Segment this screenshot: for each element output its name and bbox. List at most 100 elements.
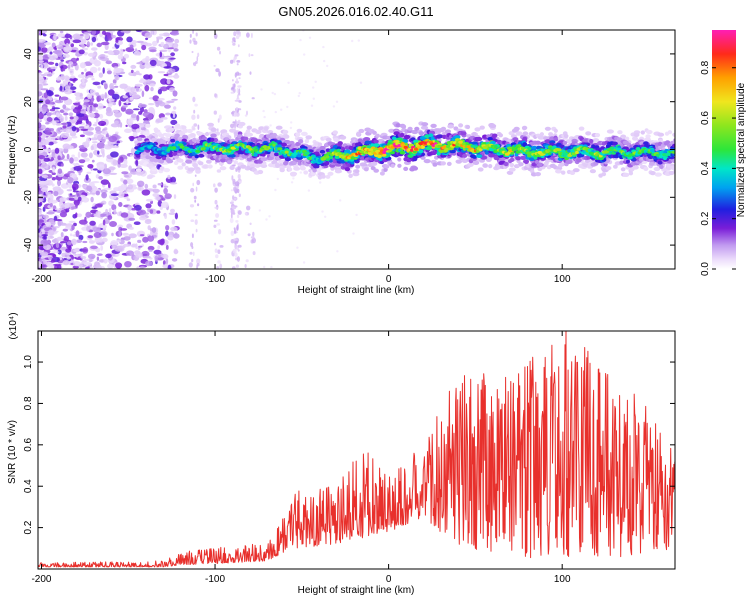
spectrogram-cell	[111, 204, 117, 211]
spectrogram-cell	[336, 250, 339, 253]
spectrogram-cell	[149, 49, 157, 53]
spectrogram-cell	[57, 249, 62, 255]
spectrogram-cell	[130, 64, 137, 69]
spectrogram-cell	[317, 142, 323, 147]
spectrogram-cell	[334, 169, 342, 174]
spectrogram-cell	[56, 127, 62, 134]
spectrogram-cell	[45, 174, 53, 179]
spectrogram-cell	[606, 129, 615, 134]
spectrogram-cell	[252, 251, 256, 256]
spectrogram-cell	[234, 111, 237, 117]
spectrogram-cell	[49, 108, 56, 112]
spectrogram-cell	[65, 129, 70, 134]
spectrogram-cell	[205, 131, 210, 137]
spectrogram-cell	[44, 42, 52, 46]
spectrogram-cell	[141, 44, 147, 51]
spectrogram-cell	[269, 124, 272, 127]
spectrogram-cell	[72, 162, 76, 166]
spectrogram-cell	[98, 72, 104, 78]
spectrogram-cell	[646, 129, 653, 135]
spectrogram-cell	[87, 253, 96, 259]
spectrogram-cell	[125, 108, 134, 115]
spectrogram-cell	[68, 61, 74, 65]
spectrogram-cell	[233, 31, 237, 37]
spectrogram-cell	[193, 63, 197, 67]
spectrogram-cell	[89, 57, 98, 64]
spectrogram-cell	[135, 243, 138, 250]
spectrogram-cell	[110, 193, 119, 197]
spectrogram-cell	[234, 99, 239, 102]
spectrogram-cell	[503, 161, 509, 167]
spectrogram-cell	[163, 73, 169, 77]
spectrogram-cell	[110, 240, 118, 246]
spectrogram-cell	[127, 184, 133, 190]
spectrogram-cell	[120, 212, 129, 218]
spectrogram-cell	[235, 109, 237, 113]
spectrogram-cell	[107, 30, 116, 33]
spectrogram-cell	[141, 90, 145, 98]
spectrogram-cell	[49, 203, 53, 207]
spectrogram-marks	[38, 30, 675, 269]
spectrogram-cell	[649, 161, 655, 166]
spectrogram-cell	[95, 211, 102, 215]
spectrogram-cell	[323, 59, 326, 63]
spectrogram-cell	[68, 183, 73, 189]
spectrogram-cell	[57, 179, 61, 187]
spectrogram-cell	[73, 156, 79, 162]
spectrogram-cell	[671, 166, 675, 171]
spectrogram-cell	[46, 90, 54, 97]
spectrogram-cell	[87, 235, 94, 239]
spectrogram-cell	[207, 164, 213, 169]
spectrogram-cell	[168, 212, 176, 216]
spectrogram-cell	[671, 158, 675, 163]
spectrogram-cell	[78, 49, 85, 55]
spectrogram-cell	[39, 173, 43, 176]
spectrogram-cell	[57, 52, 63, 58]
spectrogram-cell	[40, 88, 49, 91]
spectrogram-cell	[68, 194, 77, 198]
spectrogram-cell	[57, 168, 63, 174]
spectrogram-cell	[57, 155, 61, 160]
spectrogram-cell	[256, 129, 261, 134]
spectrogram-cell	[460, 131, 467, 136]
spectrogram-cell	[152, 158, 159, 163]
spectrogram-cell	[348, 173, 353, 178]
spectrogram-cell	[129, 44, 134, 50]
spectrogram-cell	[411, 129, 419, 135]
spectrogram-cell	[665, 140, 671, 145]
spectrogram-cell	[97, 30, 101, 34]
spectrogram-cell	[216, 266, 220, 269]
spectrogram-cell	[312, 168, 317, 173]
spectrogram-cell	[237, 85, 242, 88]
spectrogram-cell	[235, 107, 239, 110]
spectrogram-cell	[653, 166, 661, 172]
spectrogram-cell	[63, 46, 72, 53]
spectrogram-cell	[90, 42, 94, 46]
spectrogram-cell	[145, 203, 152, 209]
spectrogram-cell	[112, 159, 118, 165]
spectrogram-cell	[157, 239, 165, 245]
spectrogram-cell	[106, 70, 112, 75]
spectrogram-cell	[158, 101, 166, 107]
spectrogram-cell	[79, 92, 83, 98]
spectrogram-cell	[612, 141, 618, 146]
spectrogram-cell	[91, 77, 95, 81]
spectrogram-cell	[62, 104, 67, 110]
spectrogram-cell	[299, 171, 302, 174]
spectrogram-cell	[136, 114, 140, 122]
spectrogram-cell	[271, 91, 274, 95]
spectrogram-cell	[102, 219, 106, 226]
spectrogram-cell	[119, 122, 123, 128]
spectrogram-cell	[246, 205, 251, 211]
spectrogram-cell	[55, 123, 62, 126]
spectrogram-cell	[190, 219, 195, 222]
spectrogram-cell	[68, 112, 74, 117]
spectrogram-cell	[137, 137, 143, 142]
spectrogram-cell	[265, 218, 268, 221]
spectrogram-cell	[174, 38, 180, 44]
spectrogram-cell	[215, 68, 220, 73]
spectrogram-cell	[145, 37, 149, 41]
spectrogram-cell	[104, 127, 108, 131]
spectrogram-cell	[493, 155, 499, 161]
spectrogram-cell	[114, 144, 117, 149]
